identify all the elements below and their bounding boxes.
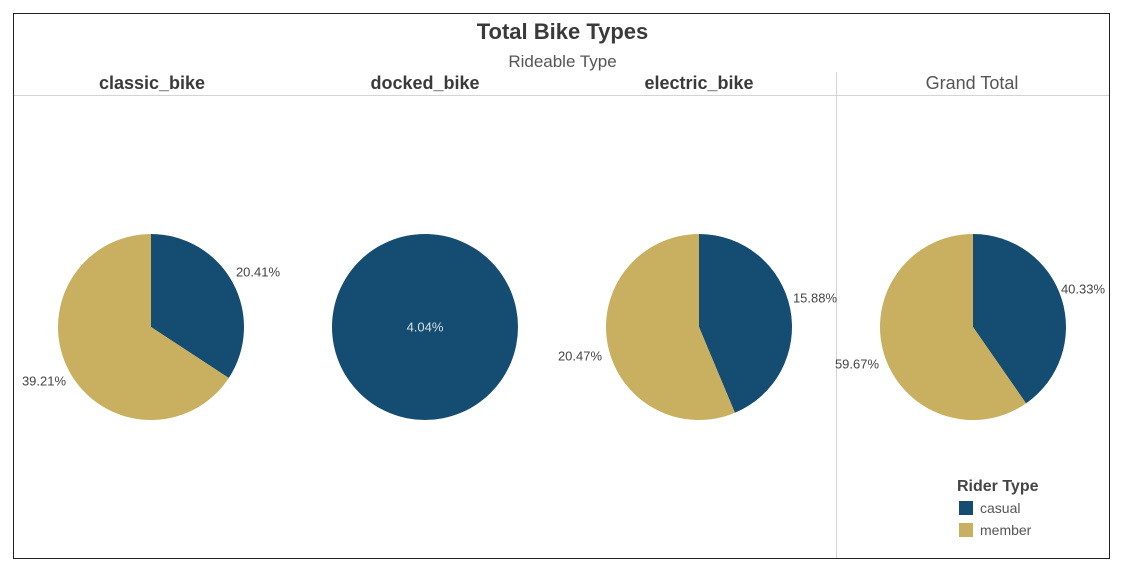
chart-subtitle: Rideable Type [508, 52, 617, 71]
pie-slice-classic-bike-member[interactable] [57, 234, 229, 421]
legend-title: Rider Type [957, 478, 1039, 495]
pie-slice-grand-total-member[interactable] [880, 234, 1027, 420]
pie-slice-electric-bike-casual[interactable] [699, 234, 793, 413]
legend-swatch-casual [959, 501, 973, 515]
header-divider [14, 95, 1109, 96]
pie-slice-electric-bike-member[interactable] [606, 234, 735, 420]
grand-total-divider [836, 72, 837, 558]
legend-item-member[interactable]: member [959, 522, 1031, 538]
data-label-grand-total-member: 59.67% [835, 356, 880, 371]
column-header-grand-total: Grand Total [925, 73, 1019, 93]
legend-item-casual[interactable]: casual [959, 500, 1020, 516]
data-label-grand-total-casual: 40.33% [1061, 281, 1106, 296]
pie-slice-docked-bike-casual[interactable] [332, 234, 518, 420]
column-header-docked-bike: docked_bike [370, 73, 480, 93]
data-label-electric-bike-casual: 15.88% [793, 290, 838, 305]
data-label-electric-bike-member: 20.47% [558, 348, 603, 363]
column-header-electric-bike: electric_bike [644, 73, 754, 93]
legend-swatch-member [959, 523, 973, 537]
data-label-docked-bike-casual: 4.04% [407, 319, 444, 334]
pie-slice-grand-total-casual[interactable] [973, 234, 1066, 404]
data-label-classic-bike-casual: 20.41% [236, 264, 281, 279]
legend-label-member: member [980, 522, 1032, 538]
chart-title: Total Bike Types [476, 19, 649, 44]
pie-slice-classic-bike-casual[interactable] [151, 234, 244, 378]
legend-label-casual: casual [980, 500, 1021, 516]
data-label-classic-bike-member: 39.21% [22, 373, 67, 388]
column-header-classic-bike: classic_bike [98, 73, 206, 93]
